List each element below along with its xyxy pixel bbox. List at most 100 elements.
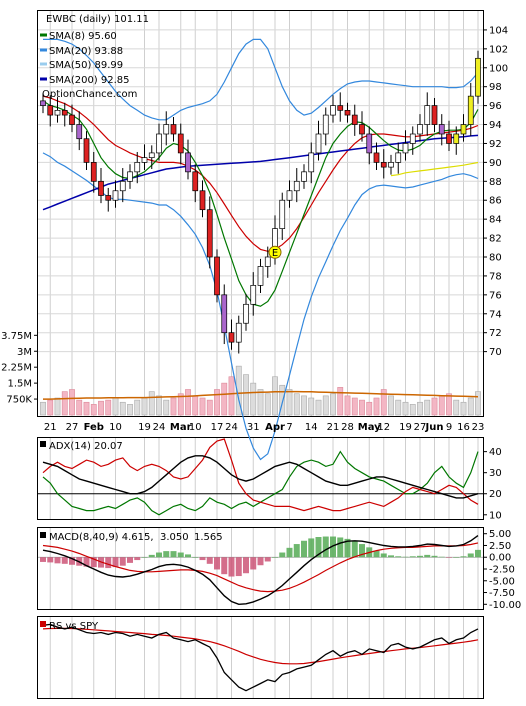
candle-body-40 <box>330 105 336 116</box>
macd-hist-bar-47 <box>380 553 387 558</box>
rs-line <box>42 623 479 692</box>
candle-body-48 <box>388 162 394 168</box>
price-panel-frame <box>37 10 484 417</box>
macd-hist-bar-7 <box>90 557 97 568</box>
macd-hist-bar-35 <box>293 544 300 558</box>
candle-body-51 <box>409 133 416 144</box>
macd-hist-bar-6 <box>83 557 90 567</box>
macd-hist-bar-4 <box>69 557 75 565</box>
volume-bar-18 <box>170 397 177 416</box>
macd-hist-bar-60 <box>475 549 481 558</box>
date-label-17: 12 <box>377 422 390 433</box>
rs-average-line <box>42 627 479 665</box>
minus-di-line <box>42 438 479 512</box>
volume-bar-15 <box>148 391 155 416</box>
macd-tick-label-3: -2.50 <box>489 565 515 576</box>
candle-body-30 <box>257 266 264 286</box>
candle-body-20 <box>185 152 191 173</box>
price-tick-label-74: 74 <box>489 309 502 320</box>
volume-bar-24 <box>214 389 220 416</box>
price-tick-label-82: 82 <box>489 234 502 245</box>
macd-hist-bar-23 <box>206 557 213 564</box>
price-tick-label-104: 104 <box>489 25 508 36</box>
candle-body-7 <box>90 162 97 182</box>
price-axis: 70 72 74 76 78 80 82 84 86 88 90 92 94 96 98 100 102 104 <box>483 25 508 358</box>
price-tick-label-76: 76 <box>489 290 502 301</box>
date-label-10: 31 <box>247 422 260 433</box>
adx-axis: 10 20 30 40 <box>483 447 502 521</box>
volume-bar-1 <box>47 399 54 416</box>
macd-signal-value: 3.050 <box>160 532 189 543</box>
price-tick-label-94: 94 <box>489 120 502 131</box>
macd-hist-bar-46 <box>373 550 380 558</box>
volume-bar-4 <box>69 389 75 416</box>
volume-bar-36 <box>301 395 307 416</box>
date-label-15: 28 <box>341 422 354 433</box>
candle-body-54 <box>431 105 438 125</box>
macd-hist-bar-49 <box>395 556 402 558</box>
candle-body-5 <box>76 124 83 140</box>
volume-bar-34 <box>286 389 293 416</box>
macd-hist-bar-20 <box>185 554 191 558</box>
volume-bar-52 <box>417 401 423 416</box>
candle-body-23 <box>206 209 213 258</box>
macd-hist-bar-26 <box>228 557 235 577</box>
volume-bar-60 <box>475 391 481 416</box>
candle-body-45 <box>366 133 373 154</box>
macd-hist-bar-40 <box>330 536 336 558</box>
volume-bar-48 <box>388 395 394 416</box>
candle-body-57 <box>453 133 460 144</box>
date-label-22: 16 <box>457 422 470 433</box>
candle-body-37 <box>308 152 315 173</box>
candle-body-4 <box>69 114 75 125</box>
volume-bar-14 <box>141 397 148 416</box>
macd-hist-bar-52 <box>417 555 423 558</box>
adx-tick-label-40: 40 <box>489 447 502 458</box>
macd-hist-bar-38 <box>315 537 322 558</box>
candle-body-19 <box>177 133 184 154</box>
date-label-5: 24 <box>153 422 166 433</box>
volume-bars <box>40 365 481 416</box>
volume-bar-35 <box>293 393 300 416</box>
candle-body-28 <box>243 303 249 324</box>
candle-body-53 <box>424 105 431 125</box>
volume-bar-17 <box>163 399 170 416</box>
volume-bar-51 <box>409 404 416 416</box>
candle-body-52 <box>417 124 423 135</box>
candle-body-9 <box>105 195 112 201</box>
volume-bar-45 <box>366 401 373 416</box>
earnings-marker-label: E <box>272 248 278 259</box>
volume-bar-12 <box>127 404 133 416</box>
watermark: OptionChance.com <box>42 89 137 100</box>
adx-tick-label-30: 30 <box>489 468 502 479</box>
legend-label-sma20: SMA(20) 93.88 <box>49 46 123 57</box>
adx-line <box>42 455 479 499</box>
volume-bar-39 <box>322 395 329 416</box>
date-label-21: 9 <box>446 422 452 433</box>
volume-bar-53 <box>424 399 431 416</box>
macd-tick-label-0: 5.00 <box>489 529 511 540</box>
macd-hist-bar-29 <box>250 557 257 570</box>
date-label-8: 17 <box>211 422 224 433</box>
macd-hist-bar-27 <box>235 557 242 577</box>
candle-body-29 <box>250 285 257 305</box>
volume-tick-label-0: 750K <box>6 395 32 406</box>
candle-body-59 <box>467 95 474 125</box>
macd-hist-bar-1 <box>47 557 54 563</box>
macd-hist-bar-22 <box>199 557 206 561</box>
date-label-4: 19 <box>138 422 151 433</box>
macd-tick-label-4: -5.00 <box>489 576 515 587</box>
macd-hist-bar-36 <box>301 540 307 558</box>
candle-body-39 <box>322 114 329 135</box>
date-label-2: Feb <box>84 422 104 433</box>
volume-bar-49 <box>395 399 402 416</box>
adx-tick-label-10: 10 <box>489 510 502 521</box>
candle-body-10 <box>112 190 119 201</box>
candle-body-47 <box>380 162 387 168</box>
volume-bar-42 <box>344 395 351 416</box>
macd-hist-bar-30 <box>257 557 264 566</box>
date-label-12: 7 <box>286 422 292 433</box>
macd-hist-bar-59 <box>467 553 474 558</box>
